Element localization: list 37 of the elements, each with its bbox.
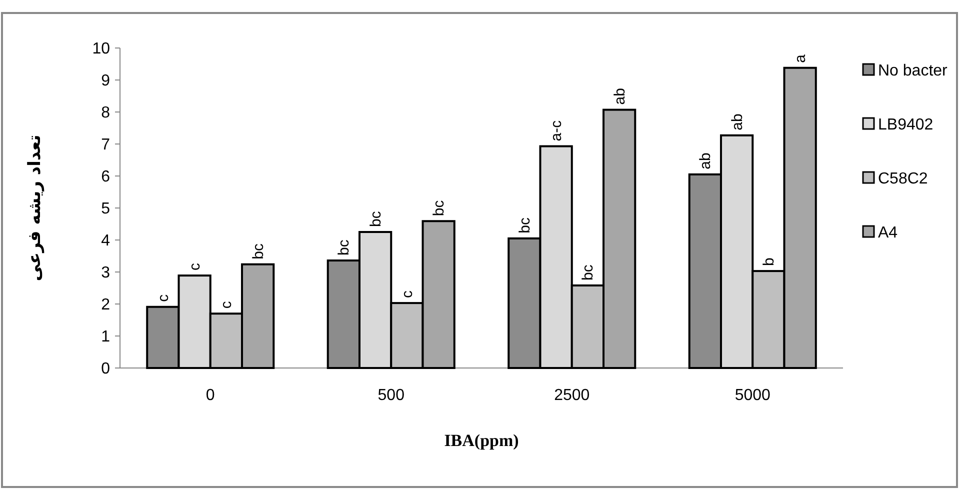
- data-label: c: [218, 300, 236, 309]
- data-label: ab: [697, 152, 714, 170]
- data-label: c: [186, 262, 204, 271]
- data-label: bc: [580, 264, 597, 280]
- data-label: c: [154, 294, 172, 302]
- data-label: bc: [430, 200, 448, 216]
- y-tick-label: 7: [101, 136, 110, 154]
- x-tick-label: 500: [378, 387, 405, 404]
- data-label: bc: [336, 239, 353, 256]
- x-tick-label: 0: [206, 387, 215, 404]
- y-tick-label: 9: [101, 72, 110, 90]
- legend-label: C58C2: [878, 170, 928, 188]
- data-label: bc: [250, 242, 267, 260]
- x-tick-label: 5000: [734, 387, 771, 404]
- y-tick-label: 0: [101, 360, 110, 378]
- y-tick-label: 3: [101, 264, 110, 282]
- y-tick-label: 5: [101, 200, 110, 218]
- y-axis-title: تعداد ریشه فرعی: [25, 134, 45, 282]
- data-label: b: [760, 258, 778, 266]
- y-tick-label: 1: [101, 328, 110, 346]
- data-label: ab: [611, 88, 628, 105]
- data-label: ab: [728, 114, 746, 130]
- legend-label: LB9402: [878, 116, 934, 134]
- y-tick-label: 10: [92, 40, 110, 58]
- legend-label: A4: [878, 224, 898, 242]
- y-tick-label: 2: [101, 296, 110, 314]
- legend-label: No bacter: [878, 62, 948, 80]
- x-tick-label: 2500: [554, 387, 590, 404]
- data-label: bc: [516, 217, 534, 234]
- y-tick-label: 8: [101, 104, 110, 122]
- data-label: a: [792, 54, 810, 63]
- y-tick-label: 6: [101, 168, 110, 186]
- data-label: a-c: [548, 120, 566, 142]
- y-tick-label: 4: [101, 232, 110, 250]
- x-axis-title: IBA(ppm): [444, 431, 519, 450]
- data-label: bc: [367, 210, 384, 227]
- data-label: c: [398, 290, 416, 298]
